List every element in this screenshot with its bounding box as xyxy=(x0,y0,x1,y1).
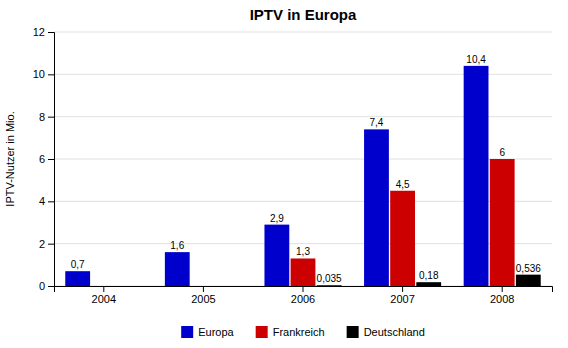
bar xyxy=(516,275,541,286)
tick: 12 xyxy=(33,26,54,38)
tick: 0 xyxy=(39,280,54,292)
legend-item: Frankreich xyxy=(256,326,325,338)
legend-swatch xyxy=(347,326,359,338)
bar xyxy=(464,66,489,286)
legend-item: Europa xyxy=(181,326,234,338)
data-label: 4,5 xyxy=(396,179,410,190)
bar xyxy=(217,286,242,287)
tick-label: 6 xyxy=(39,153,45,165)
bar xyxy=(264,225,289,286)
tick-label: 4 xyxy=(39,195,45,207)
title: IPTV in Europa xyxy=(250,6,357,23)
legend-label: Deutschland xyxy=(364,326,425,338)
data-label: 7,4 xyxy=(370,117,384,128)
x-axis: 2004 2005 2006 2007 2008 xyxy=(55,286,553,305)
tick: 2 xyxy=(39,238,54,250)
data-label: 2,9 xyxy=(270,213,284,224)
tick-label: 2005 xyxy=(191,293,215,305)
grid-line xyxy=(54,32,552,33)
tick-label: 12 xyxy=(33,26,45,38)
data-label: 0,536 xyxy=(516,263,541,274)
axis-line xyxy=(48,33,55,287)
axis-line xyxy=(55,287,553,293)
tick-label: 0 xyxy=(39,280,45,292)
tick: 2004 xyxy=(92,286,116,305)
legend-swatch xyxy=(181,326,193,338)
data-label: 0,18 xyxy=(419,270,439,281)
tick-mark xyxy=(402,286,403,292)
bar xyxy=(191,286,216,287)
tick-label: 8 xyxy=(39,111,45,123)
tick: 2007 xyxy=(390,286,414,305)
data-label: 0,7 xyxy=(71,259,85,270)
y-axis-title: IPTV-Nutzer in Mio. xyxy=(4,111,16,206)
tick: 2006 xyxy=(291,286,315,305)
bar xyxy=(65,271,90,286)
tick-mark xyxy=(203,286,204,292)
bar xyxy=(91,286,116,287)
series xyxy=(291,159,515,286)
plot: 0 2 4 6 8 10 12 2004 2005 2006 2007 2008 0,7 1,6 2,9 7,… xyxy=(33,26,553,305)
data-label: 1,6 xyxy=(170,240,184,251)
tick-mark xyxy=(48,32,54,33)
grid xyxy=(54,32,552,286)
tick-label: 2008 xyxy=(490,293,514,305)
tick-mark xyxy=(48,159,54,160)
data-label: 1,3 xyxy=(296,246,310,257)
tick-label: 10 xyxy=(33,68,45,80)
tick: 2005 xyxy=(191,286,215,305)
bar xyxy=(317,285,342,286)
tick-label: 2 xyxy=(39,238,45,250)
bar xyxy=(165,252,190,286)
data-label: 6 xyxy=(499,147,505,158)
legend-item: Deutschland xyxy=(347,326,425,338)
data-label: 10,4 xyxy=(466,54,486,65)
tick-mark xyxy=(48,244,54,245)
tick-mark xyxy=(103,286,104,292)
legend-label: Europa xyxy=(198,326,234,338)
data-labels: 0,7 1,6 2,9 7,4 10,4 1,3 4,5 6 0,035 0,18 0,536 xyxy=(71,54,542,284)
data-label: 0,035 xyxy=(317,273,342,284)
bar xyxy=(416,282,441,286)
tick: 4 xyxy=(39,195,54,207)
bars xyxy=(65,66,540,286)
legend: Europa Frankreich Deutschland xyxy=(181,326,425,338)
bar xyxy=(364,129,389,286)
legend-swatch xyxy=(256,326,268,338)
tick: 8 xyxy=(39,111,54,123)
bar xyxy=(490,159,515,286)
tick-label: 2004 xyxy=(92,293,116,305)
tick-mark xyxy=(502,286,503,292)
tick-mark xyxy=(48,74,54,75)
chart: 0 2 4 6 8 10 12 2004 2005 2006 2007 2008 0,7 1,6 2,9 7,… xyxy=(0,0,568,348)
bar xyxy=(390,191,415,286)
tick-mark xyxy=(48,117,54,118)
tick-mark xyxy=(48,201,54,202)
tick-mark xyxy=(48,286,54,287)
tick: 10 xyxy=(33,68,54,80)
y-axis: 0 2 4 6 8 10 12 xyxy=(33,26,55,292)
tick-mark xyxy=(303,286,304,292)
tick-label: 2007 xyxy=(390,293,414,305)
bar xyxy=(291,258,316,286)
bar xyxy=(118,286,143,287)
tick: 2008 xyxy=(490,286,514,305)
tick: 6 xyxy=(39,153,54,165)
legend-label: Frankreich xyxy=(273,326,325,338)
tick-label: 2006 xyxy=(291,293,315,305)
series xyxy=(65,66,488,286)
